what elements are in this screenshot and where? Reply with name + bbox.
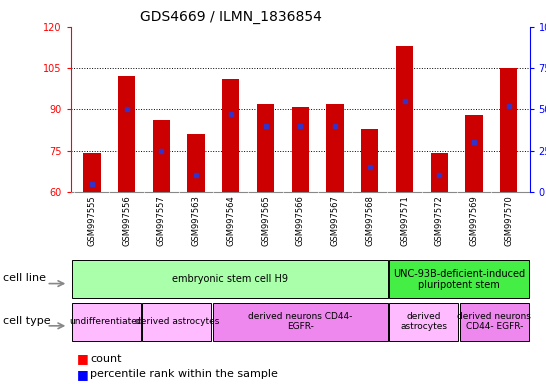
- Text: GSM997570: GSM997570: [505, 195, 513, 246]
- Text: cell line: cell line: [3, 273, 46, 283]
- Text: ■: ■: [76, 368, 88, 381]
- Bar: [431, 154, 448, 192]
- Bar: [72, 303, 141, 341]
- Text: GSM997563: GSM997563: [192, 195, 200, 246]
- Bar: [257, 104, 274, 192]
- Bar: [389, 260, 529, 298]
- Text: GSM997557: GSM997557: [157, 195, 166, 246]
- Bar: [187, 134, 205, 192]
- Text: GSM997566: GSM997566: [296, 195, 305, 246]
- Text: GSM997572: GSM997572: [435, 195, 444, 246]
- Text: GSM997565: GSM997565: [261, 195, 270, 246]
- Text: GSM997556: GSM997556: [122, 195, 131, 246]
- Bar: [222, 79, 240, 192]
- Text: ■: ■: [76, 353, 88, 366]
- Text: count: count: [90, 354, 122, 364]
- Bar: [396, 46, 413, 192]
- Bar: [83, 154, 100, 192]
- Text: derived astrocytes: derived astrocytes: [135, 317, 219, 326]
- Text: derived
astrocytes: derived astrocytes: [400, 312, 447, 331]
- Bar: [460, 303, 529, 341]
- Bar: [389, 303, 458, 341]
- Text: undifferentiated: undifferentiated: [69, 317, 143, 326]
- Text: percentile rank within the sample: percentile rank within the sample: [90, 369, 278, 379]
- Bar: [465, 115, 483, 192]
- Text: cell type: cell type: [3, 316, 50, 326]
- Bar: [72, 260, 388, 298]
- Bar: [143, 303, 211, 341]
- Bar: [213, 303, 388, 341]
- Bar: [118, 76, 135, 192]
- Bar: [361, 129, 378, 192]
- Text: derived neurons CD44-
EGFR-: derived neurons CD44- EGFR-: [248, 312, 353, 331]
- Text: GSM997568: GSM997568: [365, 195, 375, 246]
- Text: GSM997569: GSM997569: [470, 195, 478, 246]
- Bar: [292, 107, 309, 192]
- Text: GSM997567: GSM997567: [330, 195, 340, 246]
- Text: derived neurons
CD44- EGFR-: derived neurons CD44- EGFR-: [458, 312, 531, 331]
- Bar: [500, 68, 518, 192]
- Text: embryonic stem cell H9: embryonic stem cell H9: [172, 274, 288, 285]
- Text: GSM997555: GSM997555: [87, 195, 96, 246]
- Text: UNC-93B-deficient-induced
pluripotent stem: UNC-93B-deficient-induced pluripotent st…: [393, 268, 525, 290]
- Text: GSM997564: GSM997564: [226, 195, 235, 246]
- Bar: [153, 121, 170, 192]
- Bar: [327, 104, 344, 192]
- Text: GDS4669 / ILMN_1836854: GDS4669 / ILMN_1836854: [140, 10, 322, 25]
- Text: GSM997571: GSM997571: [400, 195, 409, 246]
